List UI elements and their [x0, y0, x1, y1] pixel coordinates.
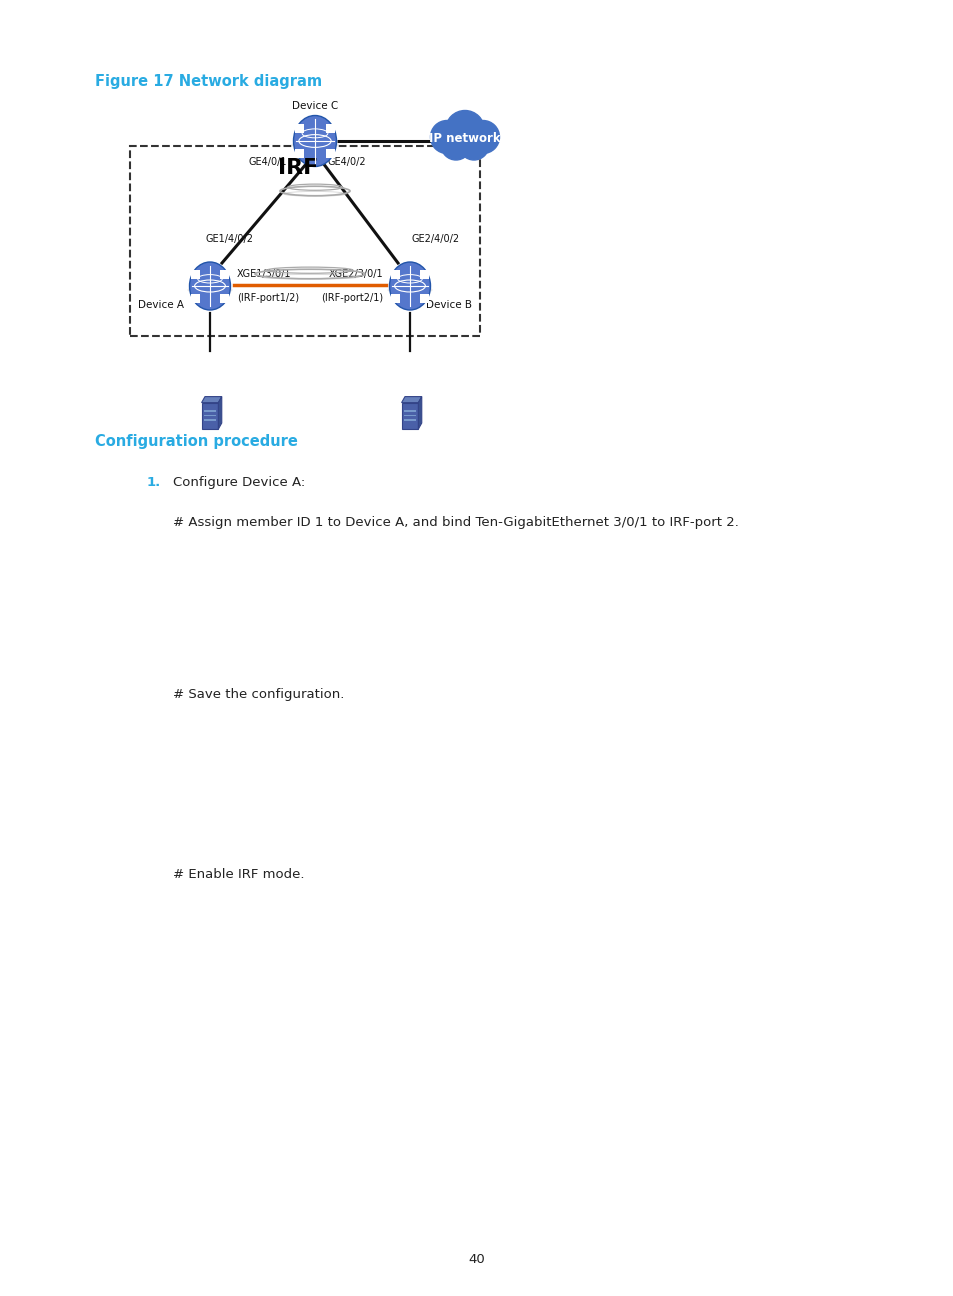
Text: GE2/4/0/2: GE2/4/0/2: [412, 235, 459, 244]
Bar: [404, 410, 416, 412]
Circle shape: [466, 121, 499, 153]
Text: GE4/0/2: GE4/0/2: [327, 157, 365, 167]
Polygon shape: [401, 403, 418, 429]
Bar: [419, 293, 429, 302]
Ellipse shape: [187, 286, 233, 294]
Bar: [295, 149, 304, 158]
Circle shape: [445, 110, 484, 149]
Bar: [325, 123, 335, 132]
Text: 1.: 1.: [147, 476, 161, 489]
Bar: [325, 149, 335, 158]
Ellipse shape: [190, 262, 231, 310]
Polygon shape: [201, 403, 218, 429]
Text: (IRF-port1/2): (IRF-port1/2): [236, 293, 299, 303]
Text: Device C: Device C: [292, 101, 337, 111]
Circle shape: [458, 130, 489, 159]
Polygon shape: [218, 397, 221, 429]
Bar: [219, 270, 229, 279]
Bar: [419, 270, 429, 279]
Bar: [130, 146, 479, 336]
Text: Device A: Device A: [138, 299, 184, 310]
Ellipse shape: [291, 140, 338, 149]
Polygon shape: [201, 397, 221, 403]
Bar: [204, 415, 215, 416]
Text: XGE2/3/0/1: XGE2/3/0/1: [328, 270, 382, 279]
Bar: [219, 293, 229, 302]
Circle shape: [430, 121, 463, 153]
Bar: [391, 270, 399, 279]
Ellipse shape: [389, 262, 430, 310]
Text: # Enable IRF mode.: # Enable IRF mode.: [172, 868, 304, 881]
Text: # Save the configuration.: # Save the configuration.: [172, 688, 344, 701]
Polygon shape: [418, 397, 421, 429]
Bar: [204, 420, 215, 421]
Polygon shape: [401, 397, 421, 403]
Text: 40: 40: [468, 1253, 485, 1266]
Circle shape: [440, 130, 471, 159]
Text: IP network: IP network: [429, 131, 500, 144]
Text: Configuration procedure: Configuration procedure: [95, 434, 297, 448]
Text: # Assign member ID 1 to Device A, and bind Ten-GigabitEthernet 3/0/1 to IRF-port: # Assign member ID 1 to Device A, and bi…: [172, 516, 739, 529]
Text: Figure 17 Network diagram: Figure 17 Network diagram: [95, 74, 322, 89]
Text: Configure Device A:: Configure Device A:: [172, 476, 305, 489]
Ellipse shape: [387, 286, 432, 294]
Text: IRF: IRF: [277, 158, 317, 178]
Bar: [391, 293, 399, 302]
Bar: [191, 293, 200, 302]
Bar: [204, 410, 215, 412]
Bar: [404, 415, 416, 416]
Bar: [191, 270, 200, 279]
Ellipse shape: [294, 115, 336, 166]
Bar: [295, 123, 304, 132]
Text: (IRF-port2/1): (IRF-port2/1): [320, 293, 382, 303]
Text: Device B: Device B: [426, 299, 472, 310]
Text: GE1/4/0/2: GE1/4/0/2: [205, 235, 253, 244]
Text: XGE1/3/0/1: XGE1/3/0/1: [236, 270, 292, 279]
Text: GE4/0/1: GE4/0/1: [248, 157, 287, 167]
Bar: [404, 420, 416, 421]
